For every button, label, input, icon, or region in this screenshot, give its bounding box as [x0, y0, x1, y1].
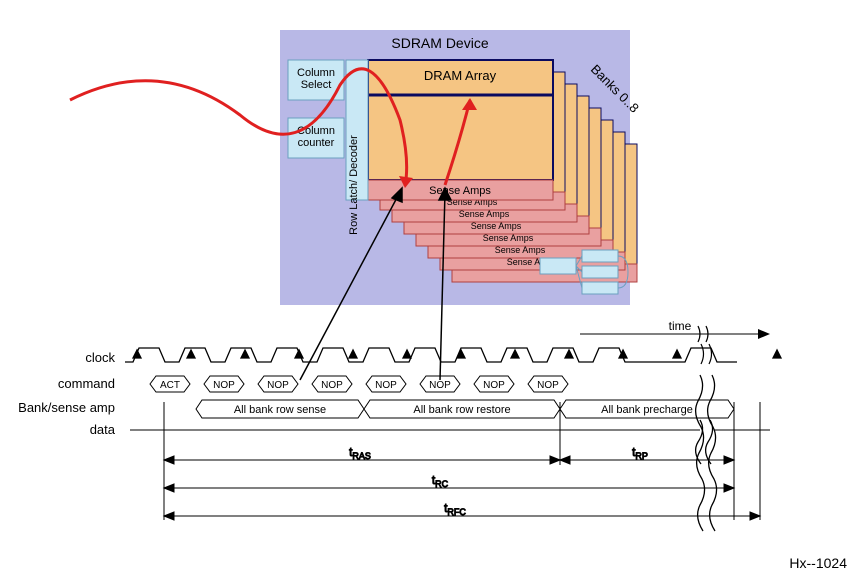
svg-text:NOP: NOP: [483, 380, 505, 391]
svg-text:NOP: NOP: [321, 380, 343, 391]
timing-dims: tRAS tRP tRC tRFC: [164, 402, 760, 520]
phase-row: All bank row sense All bank row restore Al…: [196, 400, 734, 418]
svg-text:tRP: tRP: [632, 445, 648, 461]
device-title: SDRAM Device: [391, 35, 488, 51]
row-data-label: data: [90, 422, 116, 437]
svg-text:tRFC: tRFC: [444, 501, 466, 517]
svg-text:NOP: NOP: [375, 380, 397, 391]
command-row: ACT NOP NOP NOP NOP NOP NOP NOP: [150, 376, 568, 392]
sdram-diagram: SDRAM Device Sense Amps Sense Amps Sense…: [0, 0, 865, 581]
row-latch-label: Row Latch/ Decoder: [348, 135, 360, 235]
svg-text:NOP: NOP: [537, 380, 559, 391]
column-select-label: ColumnSelect: [297, 67, 335, 91]
svg-text:NOP: NOP: [429, 380, 451, 391]
svg-text:NOP: NOP: [213, 380, 235, 391]
svg-text:All bank precharge: All bank precharge: [601, 404, 693, 416]
row-bank-label: Bank/sense amp: [18, 400, 115, 415]
time-label: time: [669, 319, 692, 333]
row-command-label: command: [58, 376, 115, 391]
svg-text:tRAS: tRAS: [349, 445, 371, 461]
clock-wave: [125, 344, 781, 364]
row-clock-label: clock: [85, 350, 115, 365]
sense-amps-label: Sense Amps: [429, 185, 491, 197]
dram-array-label: DRAM Array: [424, 68, 497, 83]
svg-text:NOP: NOP: [267, 380, 289, 391]
svg-text:All bank row sense: All bank row sense: [234, 404, 326, 416]
footer-hx: Hx--1024: [789, 555, 847, 571]
svg-text:tRC: tRC: [432, 473, 449, 489]
svg-text:ACT: ACT: [160, 380, 180, 391]
svg-text:All bank row restore: All bank row restore: [413, 404, 510, 416]
